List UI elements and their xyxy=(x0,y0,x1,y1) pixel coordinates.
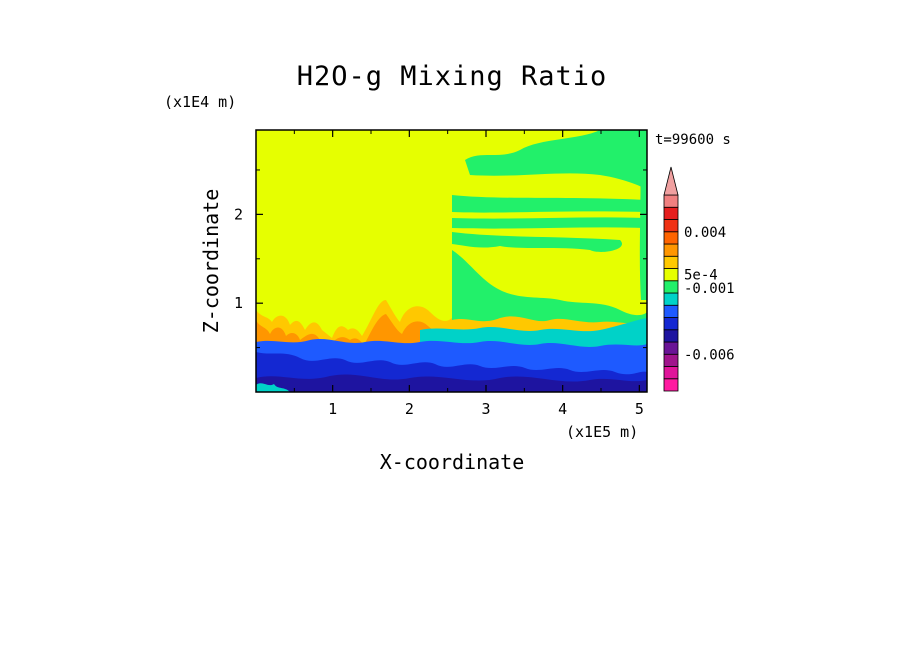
colorbar-level xyxy=(663,243,679,257)
colorbar-level xyxy=(663,268,679,282)
y-tick-label: 1 xyxy=(234,294,243,312)
time-label: t=99600 s xyxy=(655,132,731,148)
x-tick-label: 4 xyxy=(558,400,567,418)
colorbar-level xyxy=(663,255,679,269)
colorbar-extend-arrow xyxy=(663,166,679,196)
x-axis-label: X-coordinate xyxy=(380,450,525,474)
x-tick-label: 2 xyxy=(405,400,414,418)
y-axis-ticks: 12 xyxy=(234,169,647,349)
field-region-cyan-bottom xyxy=(256,383,290,392)
colorbar-label: -0.001 xyxy=(684,281,735,297)
field-region-green-band-3 xyxy=(452,232,623,252)
colorbar-level xyxy=(663,353,679,367)
field-region-green-band-2 xyxy=(452,217,647,229)
colorbar: 0.004 5e-4-0.001 -0.006 xyxy=(663,166,735,392)
colorbar-level xyxy=(663,219,679,233)
y-tick-label: 2 xyxy=(234,205,243,223)
colorbar-level xyxy=(663,304,679,318)
colorbar-label: -0.006 xyxy=(684,347,735,363)
colorbar-level xyxy=(663,341,679,355)
colorbar-level xyxy=(663,206,679,220)
colorbar-label: 0.004 xyxy=(684,225,726,241)
x-scale-label: (x1E5 m) xyxy=(566,423,638,441)
x-tick-label: 5 xyxy=(635,400,644,418)
x-tick-label: 3 xyxy=(481,400,490,418)
colorbar-level xyxy=(663,280,679,294)
colorbar-level xyxy=(663,292,679,306)
field-region-green-streak xyxy=(639,130,647,300)
y-axis-label: Z-coordinate xyxy=(199,189,223,334)
colorbar-level xyxy=(663,329,679,343)
colorbar-level xyxy=(663,317,679,331)
colorbar-level xyxy=(663,194,679,208)
x-axis-ticks: 1 2 3 4 5 xyxy=(293,130,644,418)
colorbar-level xyxy=(663,366,679,380)
field-region-yellow-lobe-1 xyxy=(470,255,600,295)
colorbar-level xyxy=(663,231,679,245)
field-plot xyxy=(256,130,647,392)
y-scale-label: (x1E4 m) xyxy=(164,93,236,111)
field-region-green-upper xyxy=(452,130,647,190)
colorbar-level xyxy=(663,378,679,392)
plot-frame xyxy=(255,129,648,393)
chart-title: H2O-g Mixing Ratio xyxy=(297,61,608,92)
colorbar-label: 5e-4 xyxy=(684,268,718,284)
field-region-navy-streaks xyxy=(256,374,647,392)
x-tick-label: 1 xyxy=(328,400,337,418)
field-region-green-band-1 xyxy=(452,195,647,213)
field-region-yellow-lobe-2 xyxy=(599,255,640,294)
